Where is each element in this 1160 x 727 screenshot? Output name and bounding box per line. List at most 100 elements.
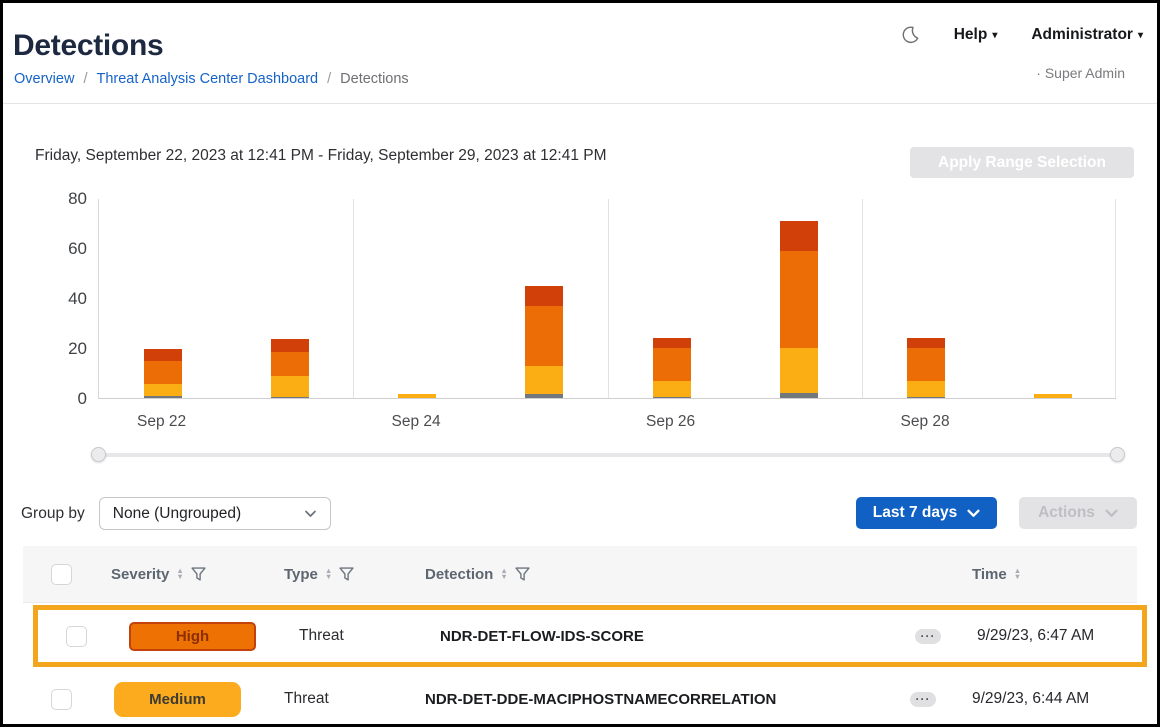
bar-segment-medium xyxy=(525,365,564,395)
bar-segment-low xyxy=(652,396,691,398)
y-axis-label: 20 xyxy=(68,339,87,358)
bar-segment-critical xyxy=(907,338,946,348)
account-role: · Super Admin xyxy=(1036,65,1125,81)
bar-sep-25[interactable] xyxy=(525,285,564,398)
type-cell: Threat xyxy=(284,690,329,707)
bar-sep-28[interactable] xyxy=(907,338,946,398)
bar-segment-critical xyxy=(652,338,691,348)
bar-segment-low xyxy=(143,395,182,398)
filter-funnel-icon[interactable] xyxy=(191,567,206,581)
caret-down-icon: ▾ xyxy=(992,30,998,41)
time-range-dropdown-button[interactable]: Last 7 days xyxy=(856,497,997,529)
bar-segment-high xyxy=(525,305,564,366)
row-actions-ellipsis-button[interactable]: ··· xyxy=(915,629,941,644)
chevron-down-icon xyxy=(967,509,980,517)
breadcrumb-link-overview[interactable]: Overview xyxy=(14,71,75,87)
row-actions-ellipsis-button[interactable]: ··· xyxy=(910,692,936,707)
bar-sep-24[interactable] xyxy=(398,394,437,398)
gridline xyxy=(861,199,863,398)
detection-name-cell: NDR-DET-FLOW-IDS-SCORE xyxy=(440,627,644,645)
bar-segment-medium xyxy=(398,394,437,398)
apply-range-selection-button[interactable]: Apply Range Selection xyxy=(910,147,1134,178)
highlight-callout: High Threat NDR-DET-FLOW-IDS-SCORE ··· 9/29/… xyxy=(33,605,1147,667)
bar-segment-critical xyxy=(525,285,564,306)
bar-sep-29[interactable] xyxy=(1034,394,1073,398)
detections-table: Severity ▲ ▼ Type ▲ ▼ Detection ▲ ▼ Time ▲ ▼… xyxy=(23,546,1147,724)
bar-segment-medium xyxy=(143,384,182,396)
column-label: Type xyxy=(284,565,318,583)
column-label: Severity xyxy=(111,565,170,583)
actions-label: Actions xyxy=(1038,504,1095,521)
table-header-row: Severity ▲ ▼ Type ▲ ▼ Detection ▲ ▼ Time ▲ ▼ xyxy=(23,546,1137,603)
sort-icon[interactable]: ▲ ▼ xyxy=(324,566,333,581)
breadcrumb-separator: / xyxy=(327,71,332,87)
bar-segment-high xyxy=(652,348,691,381)
group-by-selected-value: None (Ungrouped) xyxy=(112,504,242,522)
bar-sep-22[interactable] xyxy=(143,349,182,398)
column-header-detection: Detection ▲ ▼ xyxy=(425,566,902,583)
bar-segment-low xyxy=(779,393,818,398)
filter-funnel-icon[interactable] xyxy=(339,567,354,581)
y-axis-label: 60 xyxy=(68,239,87,258)
top-right-menu: Help ▾ Administrator ▾ xyxy=(901,25,1143,44)
y-axis-label: 40 xyxy=(68,289,87,308)
bar-sep-26[interactable] xyxy=(652,338,691,398)
slider-handle-right[interactable] xyxy=(1110,447,1125,462)
bar-segment-medium xyxy=(907,380,946,397)
select-all-checkbox[interactable] xyxy=(51,563,72,585)
breadcrumb-current: Detections xyxy=(340,71,409,87)
slider-handle-left[interactable] xyxy=(91,447,106,462)
group-by-select[interactable]: None (Ungrouped) xyxy=(98,497,331,530)
select-row-checkbox[interactable] xyxy=(51,688,72,710)
sort-icon[interactable]: ▲ ▼ xyxy=(1013,566,1022,581)
bar-segment-high xyxy=(143,360,182,385)
date-range-label: Friday, September 22, 2023 at 12:41 PM -… xyxy=(35,147,607,164)
y-axis-label: 0 xyxy=(77,389,87,408)
gridline xyxy=(1115,199,1116,398)
help-menu[interactable]: Help ▾ xyxy=(954,26,998,44)
column-header-severity: Severity ▲ ▼ xyxy=(111,566,284,583)
time-range-slider[interactable] xyxy=(91,447,1125,463)
gridline xyxy=(353,199,355,398)
gridline xyxy=(607,199,609,398)
actions-dropdown-button[interactable]: Actions xyxy=(1019,497,1137,529)
detections-chart-panel: Friday, September 22, 2023 at 12:41 PM -… xyxy=(3,107,1157,493)
table-row[interactable]: Medium Threat NDR-DET-DDE-MACIPHOSTNAMECOR… xyxy=(23,670,1137,724)
bar-segment-high xyxy=(270,351,309,376)
type-cell: Threat xyxy=(299,627,344,644)
bar-segment-low xyxy=(525,394,564,398)
table-toolbar: Group by None (Ungrouped) Last 7 days Ac… xyxy=(3,493,1157,535)
table-row[interactable]: High Threat NDR-DET-FLOW-IDS-SCORE ··· 9/29/… xyxy=(38,610,1142,662)
top-bar: Detections Overview / Threat Analysis Ce… xyxy=(3,3,1157,104)
bar-sep-27[interactable] xyxy=(779,220,818,398)
time-cell: 9/29/23, 6:44 AM xyxy=(972,690,1090,707)
bar-segment-high xyxy=(779,250,818,348)
chevron-down-icon xyxy=(1105,509,1118,517)
page-title: Detections xyxy=(13,29,164,62)
filter-funnel-icon[interactable] xyxy=(515,567,530,581)
chevron-down-icon xyxy=(304,510,316,517)
bar-segment-high xyxy=(907,348,946,381)
breadcrumb: Overview / Threat Analysis Center Dashbo… xyxy=(14,71,409,87)
sort-icon[interactable]: ▲ ▼ xyxy=(500,566,508,581)
select-row-checkbox[interactable] xyxy=(66,625,87,647)
bar-segment-medium xyxy=(1034,394,1073,398)
dark-mode-moon-icon[interactable] xyxy=(901,25,920,44)
breadcrumb-link-tac-dashboard[interactable]: Threat Analysis Center Dashboard xyxy=(96,71,319,87)
breadcrumb-separator: / xyxy=(83,71,88,87)
account-menu-label: Administrator xyxy=(1031,25,1133,43)
sort-icon[interactable]: ▲ ▼ xyxy=(176,566,184,581)
severity-badge: Medium xyxy=(114,681,241,717)
group-by-label: Group by xyxy=(21,504,85,522)
column-label: Time xyxy=(972,565,1007,583)
account-menu[interactable]: Administrator ▾ xyxy=(1031,26,1143,44)
slider-track[interactable] xyxy=(98,453,1118,457)
bar-segment-low xyxy=(270,396,309,398)
bar-sep-23[interactable] xyxy=(270,339,309,398)
bar-segment-medium xyxy=(652,380,691,397)
bar-segment-critical xyxy=(270,339,309,352)
detection-name-cell: NDR-DET-DDE-MACIPHOSTNAMECORRELATION xyxy=(425,690,777,708)
bar-segment-medium xyxy=(270,375,309,397)
help-menu-label: Help xyxy=(953,25,988,43)
bar-segment-low xyxy=(907,396,946,398)
